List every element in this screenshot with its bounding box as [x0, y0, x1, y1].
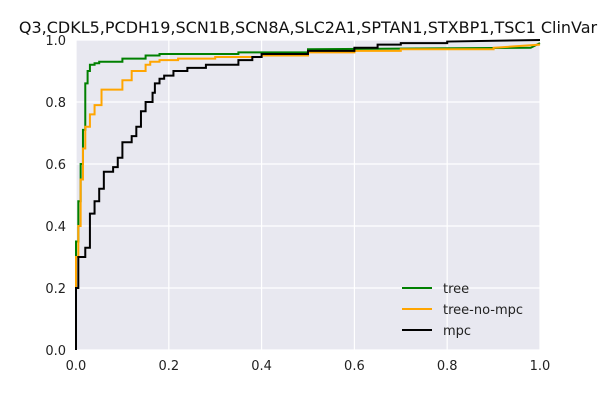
y-tick-label: 0.6 [45, 158, 66, 173]
series-line-mpc [75, 39, 541, 350]
chart-title: Q3,CDKL5,PCDH19,SCN1B,SCN8A,SLC2A1,SPTAN… [19, 18, 598, 37]
x-tick-label: 0.8 [437, 359, 458, 374]
y-axis-ticks: 0.0 0.2 0.4 0.6 0.8 1.0 [45, 34, 66, 359]
y-tick-label: 0.0 [45, 344, 66, 359]
series-lines [75, 39, 541, 350]
x-tick-label: 0.0 [66, 359, 87, 374]
legend-label: tree [443, 282, 469, 297]
series-line-tree [75, 42, 541, 313]
series-line-tree-no-mpc [75, 43, 541, 335]
x-tick-label: 0.4 [251, 359, 272, 374]
y-tick-label: 0.4 [45, 220, 66, 235]
x-tick-label: 0.2 [158, 359, 179, 374]
x-axis-ticks: 0.0 0.2 0.4 0.6 0.8 1.0 [66, 359, 551, 374]
y-tick-label: 0.2 [45, 282, 66, 297]
plot-background [76, 40, 540, 350]
legend-label: tree-no-mpc [443, 303, 523, 318]
grid-lines [75, 39, 541, 351]
y-tick-label: 1.0 [45, 34, 66, 49]
y-tick-label: 0.8 [45, 96, 66, 111]
x-tick-label: 1.0 [530, 359, 551, 374]
x-tick-label: 0.6 [344, 359, 365, 374]
legend-label: mpc [443, 324, 471, 339]
legend: tree tree-no-mpc mpc [402, 282, 523, 339]
